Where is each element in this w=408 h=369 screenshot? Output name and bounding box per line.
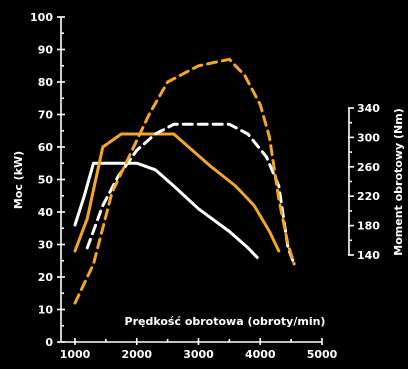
right-y-tick-label: 340 bbox=[357, 102, 380, 115]
left-y-tick-label: 40 bbox=[38, 206, 54, 219]
series-line-4 bbox=[73, 57, 296, 305]
left-y-tick-label: 20 bbox=[38, 271, 54, 284]
x-tick-label: 4000 bbox=[245, 348, 276, 361]
right-y-tick-label: 300 bbox=[357, 131, 380, 144]
right-y-tick-label: 140 bbox=[357, 249, 380, 262]
right-y-tick-label: 220 bbox=[357, 190, 380, 203]
left-y-tick-label: 50 bbox=[38, 174, 54, 187]
x-axis-title: Prędkość obrotowa (obroty/min) bbox=[125, 315, 326, 328]
left-y-tick-label: 100 bbox=[30, 11, 53, 24]
left-y-axis-title: Moc (kW) bbox=[12, 151, 25, 209]
right-y-axis-title: Moment obrotowy (Nm) bbox=[392, 108, 405, 255]
x-tick-label: 2000 bbox=[121, 348, 152, 361]
x-tick-label: 1000 bbox=[60, 348, 91, 361]
x-tick-label: 3000 bbox=[183, 348, 214, 361]
left-y-tick-label: 90 bbox=[38, 44, 54, 57]
left-y-tick-label: 80 bbox=[38, 76, 54, 89]
left-y-tick-label: 0 bbox=[45, 336, 53, 349]
series-line-1 bbox=[73, 161, 259, 259]
series-line-3 bbox=[85, 122, 296, 266]
left-y-tick-label: 60 bbox=[38, 141, 54, 154]
left-y-tick-label: 70 bbox=[38, 109, 54, 122]
left-y-tick-label: 10 bbox=[38, 304, 54, 317]
series-line-2 bbox=[73, 132, 281, 253]
right-y-tick-label: 180 bbox=[357, 220, 380, 233]
right-y-tick-label: 260 bbox=[357, 161, 380, 174]
left-y-tick-label: 30 bbox=[38, 239, 54, 252]
x-tick-label: 5000 bbox=[307, 348, 338, 361]
